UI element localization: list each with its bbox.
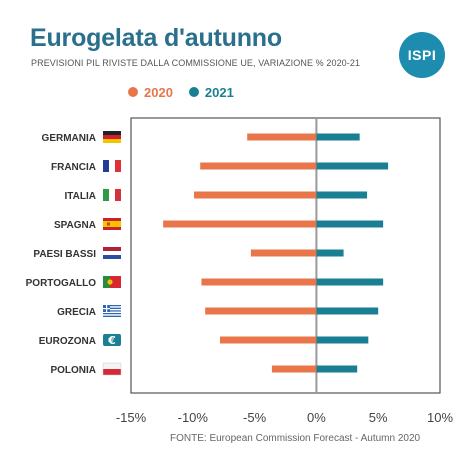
category-label: EUROZONA	[39, 336, 96, 347]
bar-2020	[201, 278, 317, 286]
bar-2020	[205, 307, 317, 315]
x-tick-label: -15%	[116, 410, 147, 425]
flag-border	[102, 362, 122, 376]
bar-2021	[316, 249, 344, 257]
greece-flag-icon	[103, 305, 121, 317]
chart-legend: 2020 2021	[128, 82, 250, 102]
bar-2021	[316, 336, 369, 344]
flag-stripe	[103, 311, 121, 313]
category-label: ITALIA	[65, 191, 96, 202]
flag-stripe	[103, 189, 109, 201]
spain-flag-icon	[103, 218, 121, 230]
legend-label-2020: 2020	[144, 84, 173, 100]
flag-stripe	[103, 369, 121, 375]
bar-2021	[316, 307, 379, 315]
euro-flag-icon: €	[103, 334, 121, 347]
flag-stripe	[103, 315, 121, 317]
plot-frame	[130, 117, 441, 394]
legend-dot-2020	[128, 87, 138, 97]
x-tick-label: -5%	[243, 410, 267, 425]
category-label: FRANCIA	[51, 162, 96, 173]
flag-background	[103, 334, 121, 346]
bar-2020	[194, 191, 317, 199]
bar-2021	[316, 220, 384, 228]
flag-stripe	[103, 255, 121, 259]
legend-label-2021: 2021	[204, 84, 234, 100]
flag-stripe	[103, 218, 121, 221]
flag-stripe	[103, 310, 121, 312]
bar-2021	[316, 365, 358, 373]
bar-2021	[316, 162, 389, 170]
flag-stripe	[103, 307, 121, 309]
source-note: FONTE: European Commission Forecast - Au…	[170, 433, 421, 444]
bar-2020	[200, 162, 317, 170]
flag-stripe	[103, 131, 121, 135]
category-label: GRECIA	[57, 307, 96, 318]
italy-flag-icon	[103, 189, 121, 201]
x-tick-label: -10%	[178, 410, 209, 425]
netherlands-flag-icon	[103, 247, 121, 259]
bar-2020	[271, 365, 317, 373]
flag-stripe	[103, 313, 121, 315]
bar-2020	[219, 336, 317, 344]
flag-stripe	[103, 135, 121, 139]
flag-stripe	[103, 308, 110, 310]
x-tick-label: 5%	[369, 410, 388, 425]
category-label: PAESI BASSI	[33, 249, 96, 260]
flag-stripe	[109, 189, 115, 201]
flag-stripe	[103, 306, 121, 308]
flag-stripe	[103, 276, 110, 288]
portugal-flag-icon	[103, 276, 121, 288]
category-label: PORTOGALLO	[26, 278, 97, 289]
germany-flag-icon	[103, 131, 121, 143]
flag-stripe	[103, 305, 121, 307]
flag-stripe	[115, 189, 121, 201]
flag-stripe	[107, 222, 110, 226]
flag-stripe	[103, 221, 121, 227]
euro-symbol: €	[107, 334, 116, 347]
flag-stripe	[103, 363, 121, 369]
bar-2021	[316, 191, 368, 199]
flag-stripe	[103, 314, 121, 316]
flag-stripe	[115, 160, 121, 172]
x-tick-label: 10%	[427, 410, 453, 425]
chart-subtitle: PREVISIONI PIL RIVISTE DALLA COMMISSIONE…	[31, 58, 361, 68]
france-flag-icon	[103, 160, 121, 172]
chart-title: Eurogelata d'autunno	[30, 24, 282, 52]
bar-2021	[316, 133, 360, 141]
flag-emblem	[107, 279, 113, 285]
flag-stripe	[103, 309, 121, 311]
x-tick-label: 0%	[307, 410, 326, 425]
legend-dot-2021	[188, 87, 199, 97]
bar-2020	[163, 220, 317, 228]
poland-flag-icon	[102, 362, 122, 376]
bar-2020	[247, 133, 317, 141]
legend-item-2020: 2020	[128, 85, 173, 100]
ispi-logo: ISPI	[399, 32, 445, 78]
legend-item-2021: 2021	[188, 84, 234, 100]
bar-2020	[250, 249, 317, 257]
flag-stripe	[103, 247, 121, 251]
bar-2021	[316, 278, 384, 286]
category-label: POLONIA	[50, 365, 96, 376]
flag-stripe	[103, 227, 121, 230]
category-label: SPAGNA	[54, 220, 96, 231]
flag-stripe	[110, 276, 121, 288]
flag-stripe	[103, 251, 121, 255]
flag-stripe	[103, 160, 109, 172]
flag-stripe	[109, 160, 115, 172]
flag-stripe	[103, 139, 121, 143]
category-label: GERMANIA	[42, 133, 96, 144]
